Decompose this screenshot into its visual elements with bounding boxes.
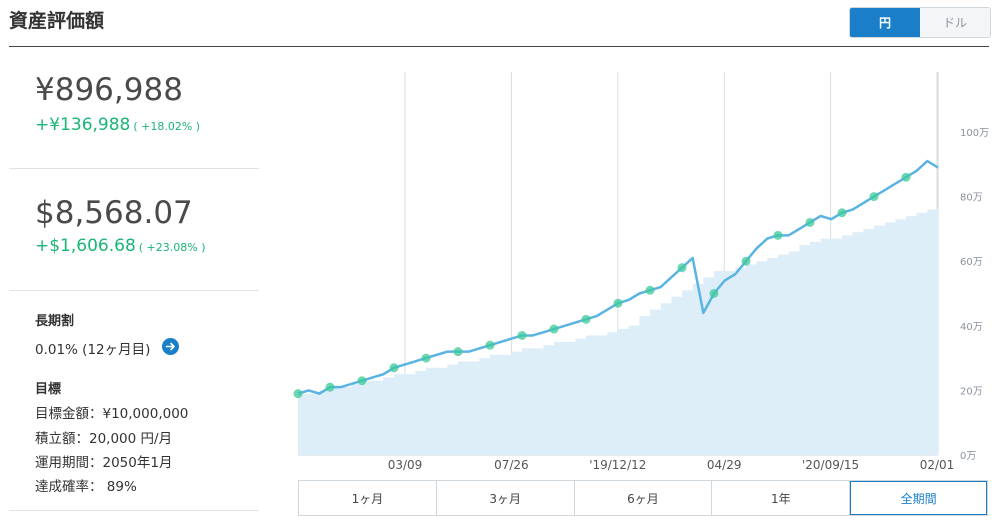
x-tick-label: 02/01	[920, 458, 955, 472]
y-tick-label: 60万	[960, 257, 983, 268]
goal-probability: 達成確率： 89%	[35, 479, 137, 495]
x-tick-label: '20/09/15	[802, 458, 859, 472]
range-button-3[interactable]: 1年	[712, 481, 851, 515]
y-tick-label: 0万	[960, 451, 976, 462]
usd-gain: +$1,606.68( +23.08% )	[35, 236, 206, 256]
range-button-4[interactable]: 全期間	[850, 481, 987, 515]
deposit-marker	[901, 172, 911, 182]
deposit-marker	[357, 376, 367, 386]
arrow-right-icon[interactable]	[162, 338, 179, 355]
currency-toggle[interactable]: 円 ドル	[849, 7, 991, 38]
goal-contribution: 積立額：20,000 円/月	[35, 431, 173, 447]
deposit-marker	[837, 208, 847, 218]
goal-period: 運用期間：2050年1月	[35, 455, 173, 471]
deposit-marker	[581, 314, 591, 324]
header-divider	[9, 46, 989, 47]
deposit-marker	[517, 330, 527, 340]
deposit-marker	[325, 382, 335, 392]
goal-target-amount: 目標金額：¥10,000,000	[35, 406, 189, 422]
range-selector[interactable]: 1ヶ月 3ヶ月 6ヶ月 1年 全期間	[298, 480, 988, 516]
deposit-marker	[421, 353, 431, 363]
page-title: 資産評価額	[9, 10, 105, 32]
long-term-discount-value: 0.01% (12ヶ月目)	[35, 342, 151, 358]
usd-total-value: $8,568.07	[35, 195, 193, 231]
summary-divider-3	[9, 510, 259, 511]
deposit-marker	[805, 217, 815, 227]
summary-divider-1	[9, 168, 259, 169]
x-tick-label: 07/26	[494, 458, 529, 472]
deposit-marker	[293, 389, 303, 399]
deposit-marker	[613, 298, 623, 308]
deposit-marker	[453, 347, 463, 357]
yen-gain-amount: +¥136,988	[35, 115, 131, 135]
usd-gain-percent: ( +23.08% )	[138, 241, 206, 254]
deposit-marker	[869, 192, 879, 202]
x-tick-label: 04/29	[707, 458, 742, 472]
deposit-marker	[709, 289, 719, 298]
long-term-discount-label: 長期割	[35, 314, 75, 329]
deposit-marker	[677, 263, 687, 273]
x-tick-label: 03/09	[388, 458, 423, 472]
range-button-0[interactable]: 1ヶ月	[299, 481, 437, 515]
yen-gain: +¥136,988( +18.02% )	[35, 115, 200, 135]
yen-gain-percent: ( +18.02% )	[133, 120, 201, 133]
y-tick-label: 20万	[960, 386, 983, 397]
yen-total-value: ¥896,988	[35, 72, 183, 108]
x-tick-label: '19/12/12	[589, 458, 646, 472]
deposit-marker	[389, 363, 399, 373]
contribution-area	[298, 206, 938, 455]
deposit-marker	[645, 285, 655, 295]
currency-dollar-button[interactable]: ドル	[920, 8, 990, 37]
deposit-marker	[485, 340, 495, 350]
goal-label: 目標	[35, 382, 62, 397]
deposit-marker	[549, 324, 559, 334]
deposit-marker	[741, 256, 751, 266]
currency-yen-button[interactable]: 円	[850, 8, 920, 37]
deposit-marker	[773, 230, 783, 240]
y-tick-label: 80万	[960, 193, 983, 204]
summary-divider-2	[9, 290, 259, 291]
usd-gain-amount: +$1,606.68	[35, 236, 136, 256]
range-button-1[interactable]: 3ヶ月	[436, 481, 575, 515]
y-tick-label: 100万	[960, 128, 989, 139]
range-button-2[interactable]: 6ヶ月	[574, 481, 713, 515]
y-tick-label: 40万	[960, 322, 983, 333]
